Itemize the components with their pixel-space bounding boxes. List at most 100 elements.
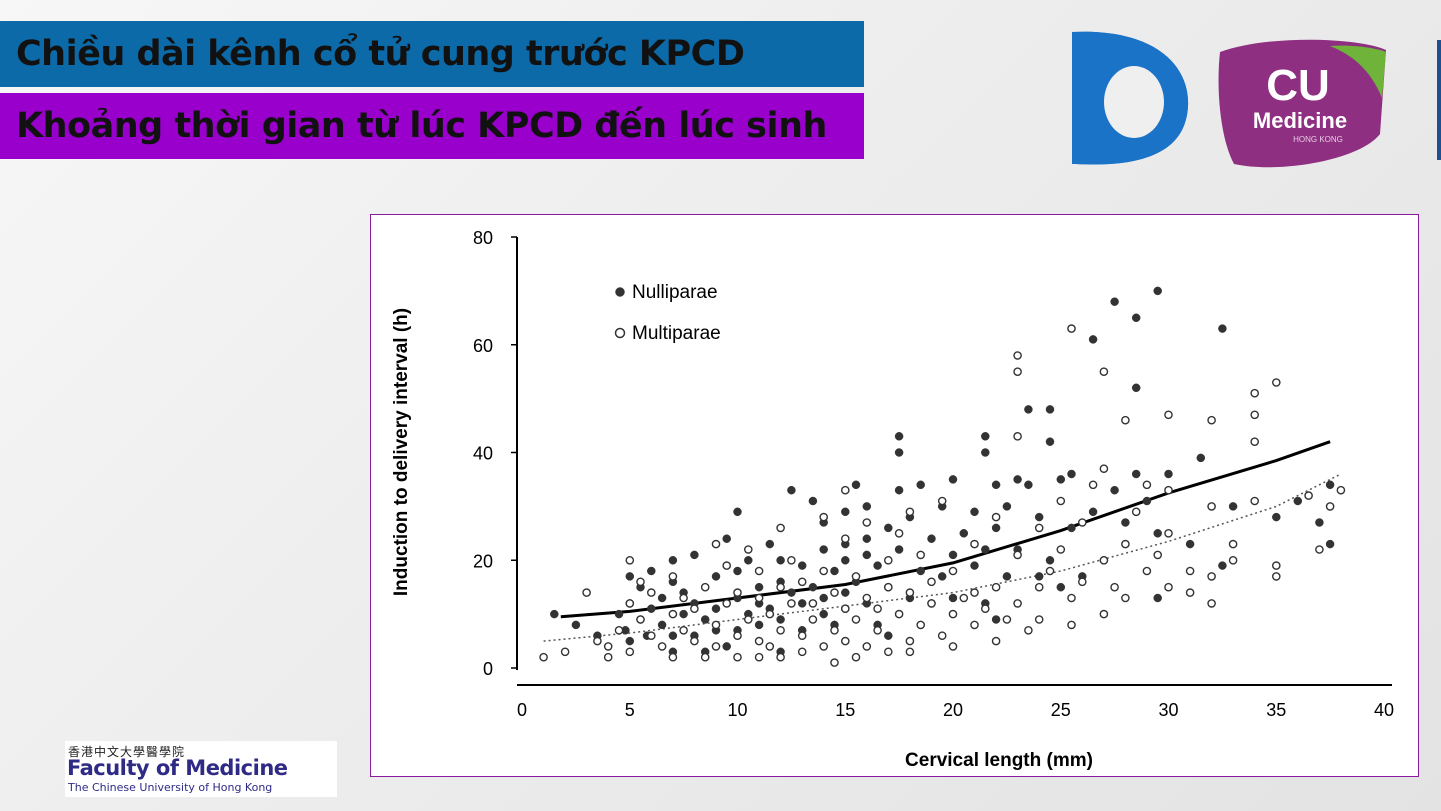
data-point-multiparae — [711, 642, 721, 651]
university-d-logo — [1072, 31, 1189, 165]
scatter-chart: 0 20 40 60 80 0 5 10 15 20 25 30 35 40 Nulliparae Mult… — [391, 228, 1394, 771]
x-tick-label: 0 — [517, 700, 527, 720]
data-point-multiparae — [1207, 502, 1216, 511]
data-point-multiparae — [1013, 351, 1022, 360]
data-point-multiparae — [1110, 582, 1119, 592]
data-point-nulliparae — [1142, 496, 1152, 506]
data-point-multiparae — [1228, 555, 1238, 565]
data-point-nulliparae — [862, 502, 872, 511]
data-point-multiparae — [1207, 599, 1216, 608]
data-point-multiparae — [840, 485, 850, 495]
data-point-nulliparae — [1272, 512, 1281, 522]
data-point-multiparae — [948, 609, 958, 619]
data-point-multiparae — [1164, 410, 1173, 420]
legend-label-nulliparae: Nulliparae — [632, 282, 718, 303]
data-point-multiparae — [970, 620, 979, 630]
data-point-multiparae — [830, 625, 839, 635]
data-point-nulliparae — [841, 588, 850, 597]
data-point-multiparae — [905, 647, 915, 657]
data-point-multiparae — [776, 652, 785, 662]
data-point-nulliparae — [927, 534, 936, 543]
data-point-nulliparae — [948, 593, 958, 603]
data-point-multiparae — [1250, 496, 1260, 506]
x-tick-label: 10 — [727, 700, 747, 720]
data-point-multiparae — [991, 512, 1001, 522]
data-point-nulliparae — [970, 507, 979, 517]
data-point-nulliparae — [765, 539, 775, 549]
x-tick-label: 20 — [943, 700, 963, 720]
data-point-multiparae — [1228, 539, 1238, 549]
data-point-nulliparae — [722, 534, 731, 543]
data-point-nulliparae — [1153, 529, 1162, 538]
slide-title-line2: Khoảng thời gian từ lúc KPCD đến lúc sin… — [0, 93, 864, 159]
data-point-multiparae — [1024, 625, 1033, 635]
data-point-nulliparae — [1088, 335, 1098, 344]
data-point-nulliparae — [851, 480, 861, 490]
data-point-multiparae — [711, 620, 721, 630]
data-point-multiparae — [776, 625, 785, 635]
data-point-multiparae — [690, 604, 699, 614]
data-point-nulliparae — [700, 615, 710, 624]
data-point-multiparae — [1099, 555, 1109, 565]
data-point-nulliparae — [1056, 475, 1066, 484]
data-point-multiparae — [733, 588, 742, 597]
faculty-chinese-name: 香港中文大學醫學院 — [68, 745, 186, 759]
data-point-nulliparae — [1131, 469, 1141, 479]
data-point-nulliparae — [1131, 313, 1141, 323]
data-point-multiparae — [1034, 582, 1044, 592]
data-point-nulliparae — [1024, 405, 1033, 414]
data-point-multiparae — [625, 647, 635, 657]
faculty-university-name: The Chinese University of Hong Kong — [68, 781, 273, 794]
data-point-multiparae — [905, 636, 915, 646]
data-point-nulliparae — [819, 545, 828, 554]
y-axis-title: Induction to delivery interval (h) — [391, 308, 412, 596]
data-point-nulliparae — [1218, 561, 1227, 570]
data-point-nulliparae — [1228, 502, 1238, 511]
data-point-multiparae — [1207, 572, 1216, 581]
data-point-nulliparae — [657, 593, 667, 603]
data-point-nulliparae — [625, 636, 635, 646]
data-point-nulliparae — [1045, 556, 1055, 565]
data-point-multiparae — [1067, 593, 1076, 603]
data-point-multiparae — [1315, 545, 1324, 554]
data-point-multiparae — [1121, 539, 1130, 549]
data-point-multiparae — [1153, 550, 1163, 560]
data-point-nulliparae — [1325, 480, 1335, 490]
data-point-nulliparae — [841, 556, 850, 565]
data-point-multiparae — [668, 652, 678, 662]
data-point-nulliparae — [625, 572, 635, 581]
data-point-multiparae — [873, 604, 882, 614]
data-point-multiparae — [970, 539, 979, 549]
data-point-multiparae — [884, 582, 893, 592]
data-point-multiparae — [765, 609, 775, 619]
data-point-multiparae — [1121, 593, 1130, 603]
data-point-multiparae — [679, 593, 688, 603]
data-point-multiparae — [797, 577, 807, 587]
data-point-nulliparae — [991, 480, 1001, 490]
data-point-multiparae — [1013, 431, 1022, 441]
y-tick-label: 40 — [473, 444, 493, 464]
data-point-nulliparae — [1024, 480, 1033, 490]
data-point-nulliparae — [1013, 475, 1022, 484]
data-point-nulliparae — [1110, 297, 1119, 306]
data-point-nulliparae — [647, 604, 656, 613]
data-point-multiparae — [1099, 609, 1109, 619]
data-point-nulliparae — [1153, 286, 1162, 296]
data-point-multiparae — [1099, 367, 1109, 376]
data-point-multiparae — [937, 631, 947, 641]
data-point-multiparae — [776, 523, 785, 533]
data-point-multiparae — [851, 615, 861, 624]
data-point-nulliparae — [841, 507, 850, 517]
data-point-multiparae — [1067, 620, 1076, 630]
data-point-multiparae — [1272, 378, 1281, 387]
data-point-nulliparae — [722, 642, 731, 651]
data-point-multiparae — [948, 566, 958, 576]
data-point-nulliparae — [884, 523, 893, 533]
data-point-nulliparae — [679, 609, 688, 619]
data-point-nulliparae — [862, 534, 872, 543]
data-point-multiparae — [1185, 566, 1195, 576]
data-point-nulliparae — [797, 599, 807, 608]
data-point-nulliparae — [711, 572, 721, 581]
data-point-nulliparae — [894, 448, 904, 457]
data-point-multiparae — [1088, 480, 1098, 490]
